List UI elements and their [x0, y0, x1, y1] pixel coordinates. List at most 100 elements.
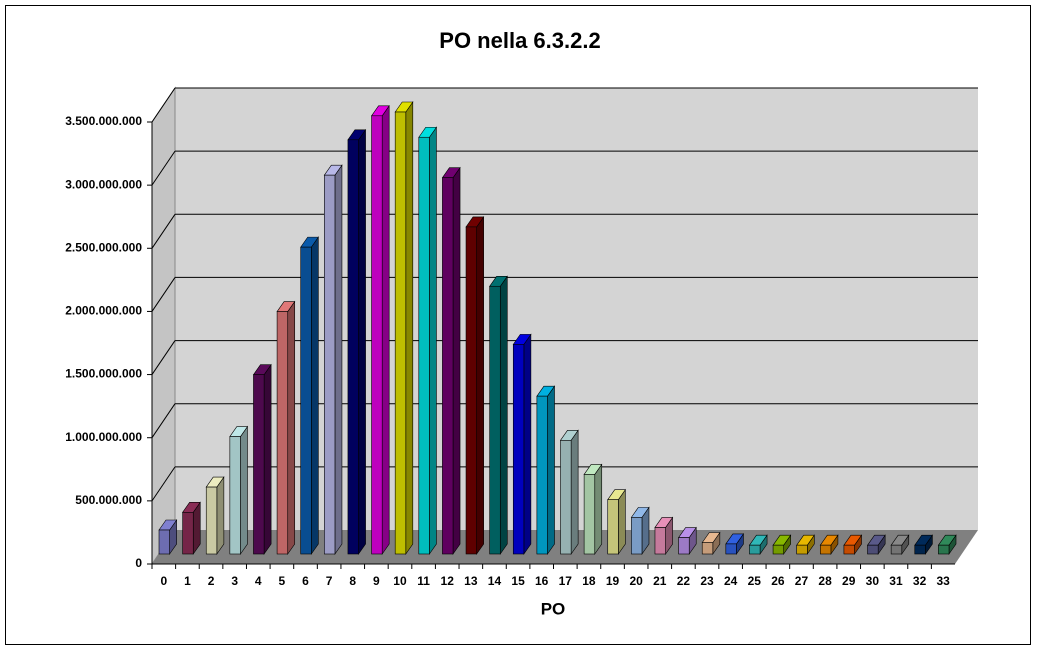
bar-side: [618, 488, 626, 555]
bar: [631, 517, 643, 555]
x-tick-label: 22: [677, 574, 691, 588]
x-tick-label: 12: [441, 574, 455, 588]
x-tick-label: 18: [582, 574, 596, 588]
x-tick-label: 3: [231, 574, 238, 588]
x-tick-label: 4: [255, 574, 262, 588]
bar-side: [547, 385, 555, 555]
x-tick-label: 19: [606, 574, 620, 588]
y-tick-label: 3.000.000.000: [65, 177, 142, 191]
x-tick-label: 7: [326, 574, 333, 588]
bar-side: [311, 236, 319, 555]
x-tick-label: 11: [417, 574, 430, 588]
x-tick-label: 31: [889, 574, 903, 588]
bar: [819, 544, 832, 555]
grid-line: [151, 87, 176, 123]
x-tick-label: 10: [393, 574, 407, 588]
bar: [347, 139, 359, 555]
side-wall: [151, 86, 176, 566]
y-tick-label: 0: [135, 556, 142, 570]
bar-side: [499, 275, 508, 555]
x-tick-label: 23: [700, 574, 714, 588]
bar: [654, 527, 666, 555]
bar: [536, 395, 548, 555]
x-tick-label: 17: [559, 574, 573, 588]
grid-line: [151, 340, 176, 375]
grid-line: [151, 466, 176, 502]
x-tick-label: 33: [937, 574, 951, 588]
chart-title: PO nella 6.3.2.2: [439, 28, 600, 53]
bar: [583, 474, 596, 555]
bar: [371, 115, 383, 555]
x-tick-label: 24: [724, 574, 738, 588]
bar: [182, 512, 194, 555]
y-tick-label: 2.500.000.000: [65, 240, 142, 254]
bar: [772, 544, 784, 555]
y-tick-label: 1.000.000.000: [65, 430, 142, 444]
bar-side: [240, 425, 248, 555]
x-tick-label: 14: [488, 574, 502, 588]
bar: [678, 537, 690, 555]
bar-side: [476, 215, 484, 555]
bar: [205, 486, 218, 555]
bar: [914, 544, 926, 555]
bar: [867, 544, 879, 555]
bar: [442, 177, 454, 555]
bar: [796, 544, 808, 555]
x-tick-label: 6: [302, 574, 309, 588]
x-tick-label: 5: [279, 574, 286, 588]
bar: [253, 374, 265, 555]
y-tick-label: 3.500.000.000: [65, 114, 142, 128]
bar-side: [287, 300, 296, 555]
x-tick-label: 8: [349, 574, 356, 588]
x-tick-label: 16: [535, 574, 549, 588]
x-tick-label: 32: [913, 574, 927, 588]
bar-side: [405, 101, 414, 555]
bar: [300, 246, 312, 555]
x-tick-label: 28: [818, 574, 832, 588]
bar: [465, 226, 477, 555]
grid-line: [151, 214, 176, 249]
y-tick-label: 500.000.000: [75, 493, 142, 507]
y-tick-label: 1.500.000.000: [65, 367, 142, 381]
bar: [489, 285, 501, 555]
bar: [229, 436, 241, 555]
y-tick-label: 2.000.000.000: [65, 304, 142, 318]
grid-line: [151, 277, 176, 312]
bar: [843, 544, 855, 555]
bar-side: [263, 363, 272, 555]
bar-side: [523, 333, 532, 555]
x-tick-label: 26: [771, 574, 785, 588]
x-tick-label: 9: [373, 574, 380, 588]
x-tick-label: 21: [653, 574, 667, 588]
bar: [324, 174, 336, 555]
x-tick-label: 2: [208, 574, 215, 588]
grid-line: [151, 403, 176, 438]
bar: [607, 499, 619, 555]
x-tick-label: 20: [629, 574, 643, 588]
bar-side: [358, 128, 366, 555]
bar: [418, 136, 430, 555]
x-tick-label: 1: [184, 574, 191, 588]
bar-side: [216, 476, 225, 555]
bar: [938, 544, 950, 555]
bar: [276, 311, 289, 555]
bar-side: [334, 164, 343, 555]
bar: [394, 111, 407, 555]
bar-side: [429, 126, 437, 555]
x-tick-label: 30: [866, 574, 880, 588]
bar-side: [381, 104, 390, 555]
x-tick-label: 27: [795, 574, 809, 588]
bar: [749, 544, 761, 555]
bar: [158, 529, 170, 555]
x-tick-label: 29: [842, 574, 856, 588]
bar: [725, 543, 737, 555]
x-tick-label: 25: [748, 574, 762, 588]
bar: [701, 542, 714, 555]
bar: [560, 440, 572, 555]
bar: [890, 544, 903, 555]
x-tick-label: 15: [511, 574, 525, 588]
bar: [512, 344, 525, 555]
bar-side: [452, 166, 461, 555]
